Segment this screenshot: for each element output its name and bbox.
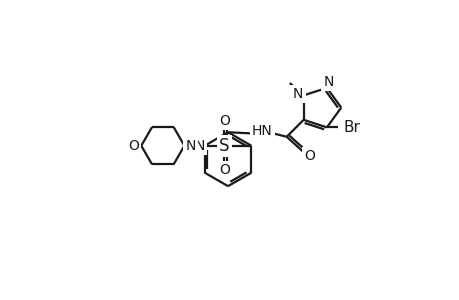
Text: Br: Br (342, 120, 359, 135)
Text: O: O (218, 114, 230, 128)
Text: O: O (304, 149, 314, 163)
Text: N: N (194, 139, 205, 153)
Text: O: O (218, 164, 230, 177)
Text: N: N (323, 75, 333, 89)
Text: O: O (128, 139, 139, 153)
Text: N: N (185, 139, 196, 153)
Text: S: S (218, 137, 229, 155)
Text: HN: HN (251, 124, 272, 138)
Text: N: N (292, 87, 303, 101)
